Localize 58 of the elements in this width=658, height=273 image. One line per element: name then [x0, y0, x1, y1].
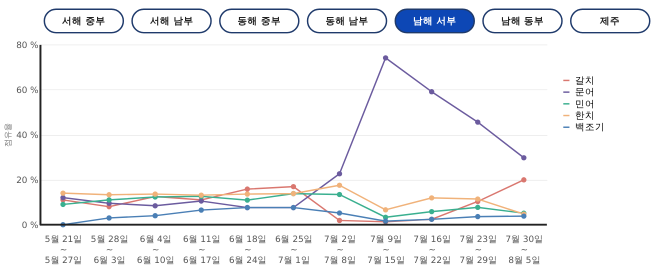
- point: [521, 155, 526, 160]
- x-tick-label: 7월 16일 ~ 7월 22일: [413, 234, 451, 266]
- point: [428, 89, 434, 94]
- point: [106, 197, 112, 203]
- point: [382, 207, 388, 212]
- point: [198, 207, 204, 213]
- chart-title: 남해 서부: [413, 16, 456, 27]
- point: [475, 196, 480, 202]
- y-tick-label: 60 %: [16, 86, 39, 96]
- y-tick-label: 40 %: [16, 130, 39, 141]
- point: [336, 210, 342, 216]
- point: [336, 192, 342, 198]
- text: 서해 중부: [62, 16, 106, 27]
- text: 동해 중부: [238, 16, 281, 27]
- y-tick-label: 20 %: [16, 176, 39, 186]
- point: [290, 184, 296, 190]
- point: [428, 195, 434, 201]
- legend-label: 한치: [575, 110, 596, 122]
- y-tick-label: 0 %: [22, 221, 39, 232]
- point: [152, 191, 158, 197]
- x-tick-label: 7월 30일 ~ 8월 5일: [506, 234, 544, 266]
- x-tick-label: 6월 4일 ~ 6월 10일: [136, 234, 174, 266]
- point: [152, 203, 158, 208]
- point: [521, 177, 526, 183]
- text: 동해 남부: [325, 16, 369, 27]
- point: [244, 186, 250, 192]
- x-tick-label: 5월 28일 ~ 6월 3일: [90, 234, 128, 266]
- legend-label: 민어: [575, 98, 596, 110]
- point: [428, 208, 434, 214]
- legend-label: 백조기: [575, 122, 606, 134]
- x-tick-label: 5월 21일 ~ 5월 27일: [44, 234, 82, 266]
- x-tick-label: 6월 25일 ~ 7월 1일: [275, 234, 313, 266]
- text: 남해 동부: [500, 16, 544, 27]
- x-tick-label: 7월 23일 ~ 7월 29일: [459, 234, 497, 266]
- point: [336, 218, 342, 224]
- point: [382, 55, 388, 61]
- point: [475, 119, 480, 125]
- point: [244, 197, 250, 203]
- x-tick-label: 7월 9일 ~ 7월 15일: [367, 234, 405, 266]
- x-tick-label: 6월 18일 ~ 6월 24일: [229, 234, 267, 266]
- legend-label: 문어: [575, 87, 596, 98]
- point: [60, 190, 66, 196]
- legend-label: 갈치: [575, 75, 596, 86]
- x-tick-label: 6월 11일 ~ 6월 17일: [182, 234, 221, 266]
- point: [475, 214, 480, 220]
- point: [475, 204, 480, 210]
- point: [336, 182, 342, 188]
- y-tick-label: 80 %: [16, 40, 39, 51]
- text: 서해 남부: [150, 16, 194, 27]
- x-tick-label: 7월 2일 ~ 7월 8일: [324, 234, 356, 266]
- text: 제주: [599, 16, 620, 27]
- point: [244, 191, 250, 197]
- point: [60, 202, 66, 208]
- y-axis-title: 점유율: [3, 123, 12, 148]
- point: [336, 171, 342, 176]
- point: [152, 213, 158, 218]
- point: [106, 192, 112, 198]
- point: [106, 215, 112, 221]
